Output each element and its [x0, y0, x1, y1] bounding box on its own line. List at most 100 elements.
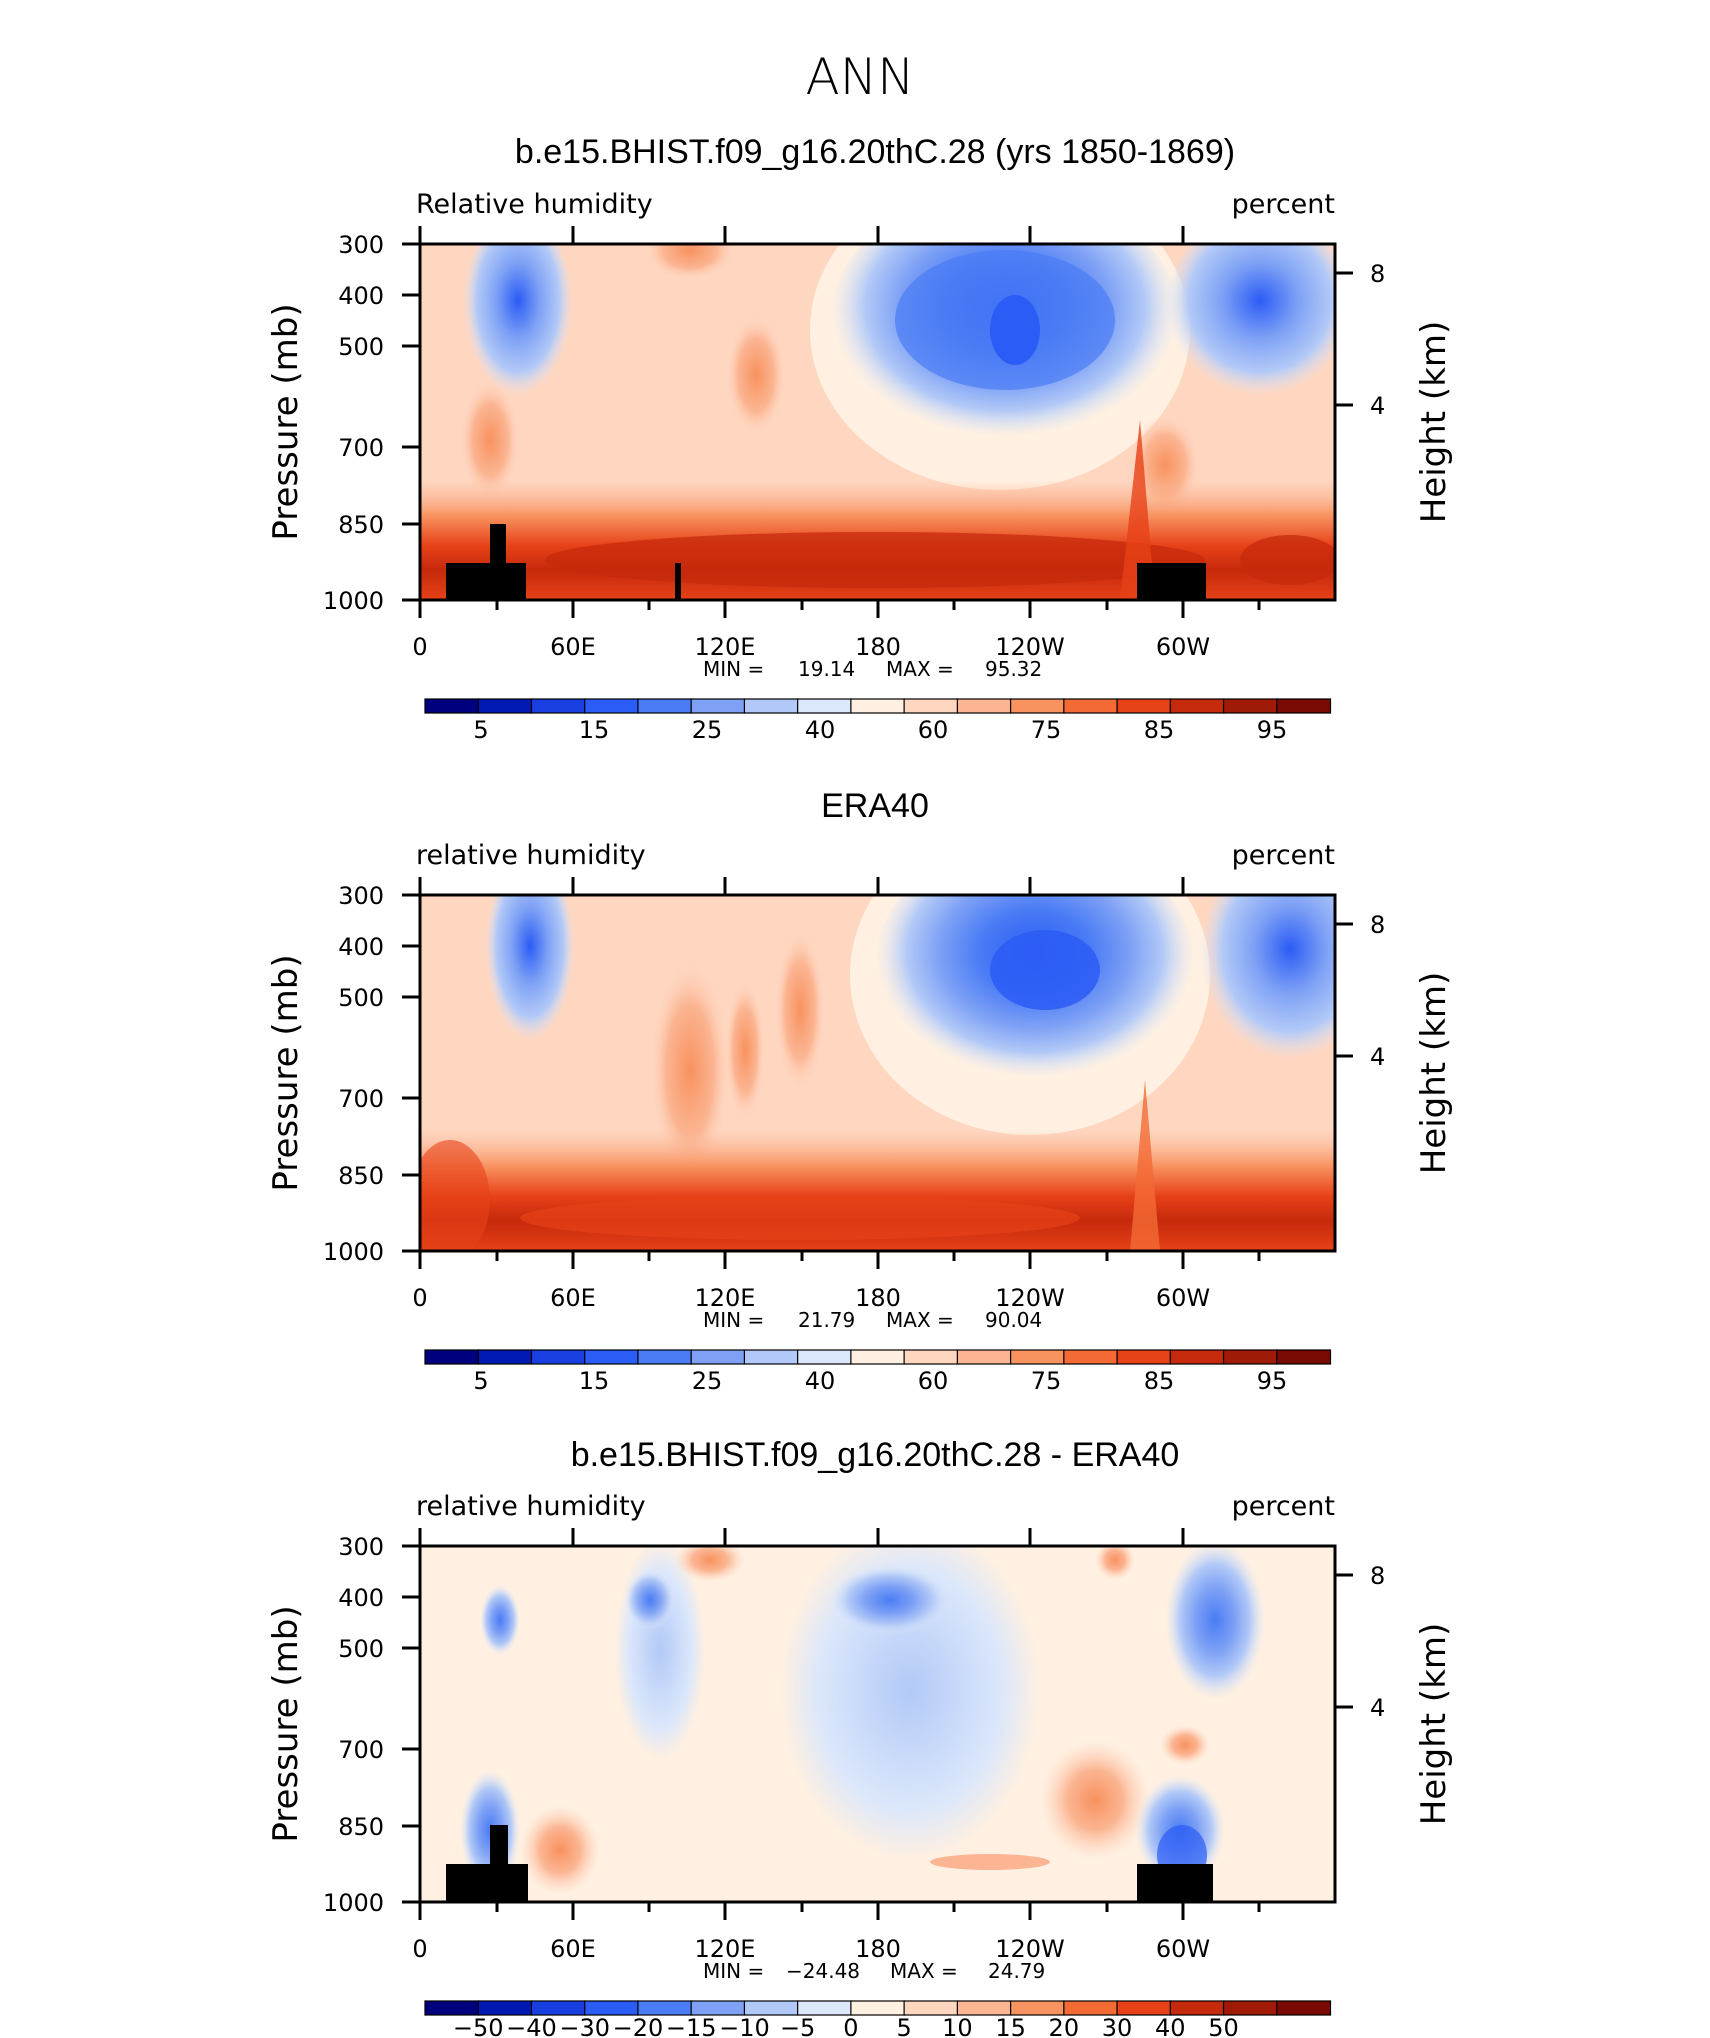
colorbar-box — [637, 1349, 693, 1365]
panel-2-x-tick-label: 120W — [995, 1284, 1065, 1312]
panel-2-max-label: MAX = — [886, 1308, 954, 1332]
colorbar-box — [1063, 698, 1119, 714]
panel-1-field — [420, 244, 1335, 600]
panel-1-right-tick-label: 4 — [1370, 392, 1385, 420]
colorbar-box — [584, 2000, 640, 2016]
colorbar-box — [477, 2000, 533, 2016]
panel-1-x-tick-label: 120W — [995, 633, 1065, 661]
panel-2-colorbar-label: 75 — [1031, 1367, 1062, 1395]
panel-1-colorbar-label: 15 — [579, 716, 610, 744]
panel-2-right-tick-label: 8 — [1370, 911, 1385, 939]
panel-3-colorbar-label: −40 — [506, 2014, 557, 2038]
panel-1-x-tick-label: 0 — [412, 633, 427, 661]
colorbar-box — [1063, 2000, 1119, 2016]
panel-2-y-tick-label: 850 — [338, 1162, 384, 1190]
panel-1-x-tick-label: 180 — [855, 633, 901, 661]
colorbar-box — [797, 2000, 852, 2016]
panel-3-right-label: percent — [1232, 1491, 1335, 1522]
colorbar-box — [424, 1349, 480, 1365]
colorbar-box — [850, 698, 906, 714]
colorbar-box — [1169, 698, 1225, 714]
panel-3-max-value: 24.79 — [988, 1959, 1045, 1983]
colorbar-box — [1222, 698, 1278, 714]
colorbar-box — [424, 698, 480, 714]
panel-3-colorbar-label: 50 — [1208, 2014, 1239, 2038]
panel-3-colorbar-label: −5 — [780, 2014, 815, 2038]
panel-3-y-tick-label: 1000 — [323, 1889, 384, 1917]
panel-2-field — [420, 895, 1335, 1251]
panel-1-y-tick-label: 400 — [338, 282, 384, 310]
panel-1-colorbar-label: 40 — [805, 716, 836, 744]
panel-1-colorbar-label: 60 — [918, 716, 949, 744]
panel-3-field — [420, 1546, 1335, 1902]
panel-3-colorbar-label: 10 — [942, 2014, 973, 2038]
colorbar-box — [743, 698, 799, 714]
panel-3-y-tick-label: 850 — [338, 1813, 384, 1841]
panel-1-x-ticks — [418, 226, 1261, 618]
panel-2-y-tick-label: 500 — [338, 984, 384, 1012]
panel-2-x-tick-label: 60E — [550, 1284, 596, 1312]
panel-3-x-tick-label: 120E — [695, 1935, 756, 1963]
colorbar-box — [424, 2000, 480, 2016]
panel-3-colorbar — [424, 2000, 1332, 2016]
panel-1-x-tick-label: 60W — [1156, 633, 1210, 661]
colorbar-box — [850, 1349, 906, 1365]
colorbar-box — [956, 1349, 1012, 1365]
colorbar-box — [797, 698, 852, 714]
panel-2-title: ERA40 — [821, 787, 929, 825]
panel-2-y-tick-label: 400 — [338, 933, 384, 961]
colorbar-box — [477, 1349, 533, 1365]
panel-3-x-tick-label: 0 — [412, 1935, 427, 1963]
colorbar-box — [903, 2000, 959, 2016]
panel-3-y-tick-label: 400 — [338, 1584, 384, 1612]
panel-1-y-tick-label: 300 — [338, 231, 384, 259]
panel-2-colorbar-label: 15 — [579, 1367, 610, 1395]
panel-1-right-label: percent — [1232, 189, 1335, 220]
panel-2-right-label: percent — [1232, 840, 1335, 871]
panel-1-max-label: MAX = — [886, 657, 954, 681]
panel-2-colorbar-label: 85 — [1144, 1367, 1175, 1395]
panel-1-colorbar-label: 85 — [1144, 716, 1175, 744]
panel-2-x-ticks — [418, 877, 1261, 1269]
panel-2-ylabel-right: Height (km) — [1414, 972, 1454, 1175]
panel-1-min-label: MIN = — [703, 657, 764, 681]
panel-2-colorbar — [424, 1349, 1332, 1365]
panel-3-title: b.e15.BHIST.f09_g16.20thC.28 - ERA40 — [571, 1436, 1180, 1474]
panel-1-right-tick-label: 8 — [1370, 260, 1385, 288]
panel-2-colorbar-label: 5 — [473, 1367, 488, 1395]
panel-2-y-tick-label: 1000 — [323, 1238, 384, 1266]
panel-3-ylabel-right: Height (km) — [1414, 1623, 1454, 1826]
panel-2-x-tick-label: 120E — [695, 1284, 756, 1312]
panel-1-ylabel: Pressure (mb) — [266, 303, 306, 540]
panel-3-min-label: MIN = — [703, 1959, 764, 1983]
panel-3-left-label: relative humidity — [416, 1491, 646, 1522]
colorbar-box — [956, 698, 1012, 714]
panel-3-right-tick-label: 4 — [1370, 1694, 1385, 1722]
panel-1-left-label: Relative humidity — [416, 189, 653, 220]
panel-1-y-ticks — [402, 242, 1353, 602]
panel-2-colorbar-label: 40 — [805, 1367, 836, 1395]
panel-2-y-tick-label: 300 — [338, 882, 384, 910]
panel-1-colorbar — [424, 698, 1332, 714]
panel-1-y-tick-label: 850 — [338, 511, 384, 539]
panel-2-min-label: MIN = — [703, 1308, 764, 1332]
panel-3-colorbar-label: 5 — [896, 2014, 911, 2038]
panel-1-title: b.e15.BHIST.f09_g16.20thC.28 (yrs 1850-1… — [515, 133, 1235, 171]
panel-3-ylabel: Pressure (mb) — [266, 1605, 306, 1842]
panel-1-y-tick-label: 700 — [338, 434, 384, 462]
panel-1-y-tick-label: 500 — [338, 333, 384, 361]
panel-2: ERA40 relative humidity percent — [266, 787, 1454, 1395]
panel-2-ylabel: Pressure (mb) — [266, 954, 306, 1191]
colorbar-box — [690, 1349, 746, 1365]
panel-3-colorbar-label: 0 — [843, 2014, 858, 2038]
colorbar-box — [1276, 1349, 1332, 1365]
panel-3-colorbar-label: −10 — [719, 2014, 770, 2038]
colorbar-box — [690, 2000, 746, 2016]
panel-3-x-ticks — [418, 1528, 1261, 1920]
panel-3-colorbar-label: 40 — [1155, 2014, 1186, 2038]
colorbar-box — [1009, 698, 1065, 714]
colorbar-box — [1222, 2000, 1278, 2016]
panel-3-y-tick-label: 700 — [338, 1736, 384, 1764]
colorbar-box — [530, 1349, 586, 1365]
